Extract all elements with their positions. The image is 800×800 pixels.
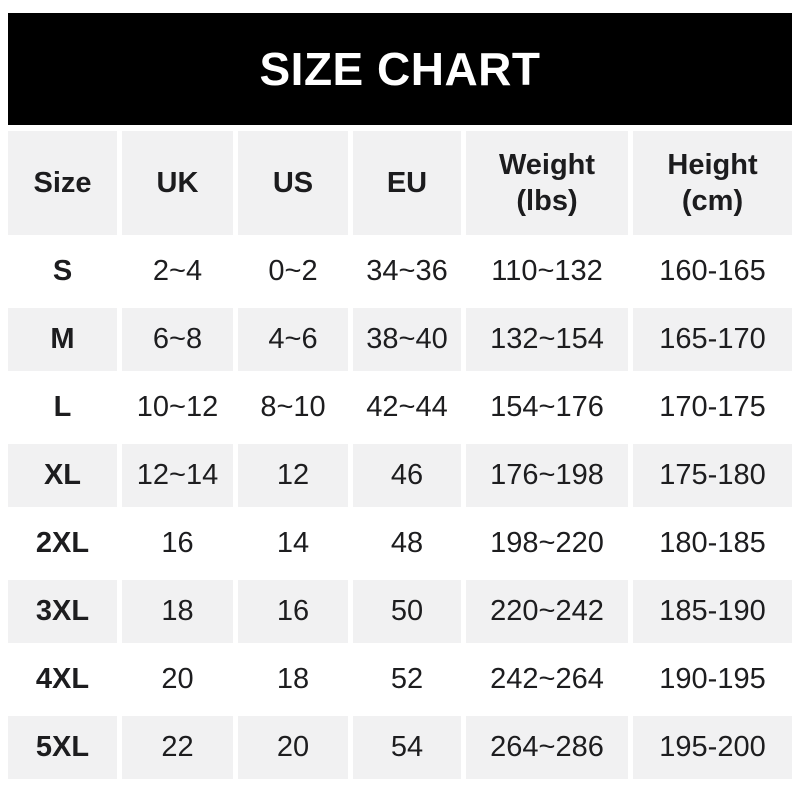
- column-header-label: Size: [33, 166, 92, 199]
- column-header-unit: (lbs): [516, 185, 578, 217]
- cell-weight: 154~176: [466, 376, 628, 439]
- column-header-weight: Weight (lbs): [466, 131, 628, 235]
- cell-uk: 22: [122, 716, 233, 779]
- column-header-us: US: [238, 131, 348, 235]
- cell-weight: 198~220: [466, 512, 628, 575]
- cell-height: 190-195: [633, 648, 792, 711]
- cell-size: XL: [8, 444, 117, 507]
- cell-eu: 52: [353, 648, 461, 711]
- cell-eu: 42~44: [353, 376, 461, 439]
- column-header-label: UK: [156, 166, 199, 199]
- column-header-label: Weight: [498, 148, 596, 181]
- column-header-size: Size: [8, 131, 117, 235]
- cell-eu: 50: [353, 580, 461, 643]
- column-header-label: Height: [667, 148, 758, 181]
- cell-weight: 242~264: [466, 648, 628, 711]
- cell-height: 185-190: [633, 580, 792, 643]
- cell-us: 18: [238, 648, 348, 711]
- cell-height: 175-180: [633, 444, 792, 507]
- cell-uk: 18: [122, 580, 233, 643]
- cell-eu: 54: [353, 716, 461, 779]
- cell-eu: 38~40: [353, 308, 461, 371]
- cell-uk: 10~12: [122, 376, 233, 439]
- cell-size: S: [8, 240, 117, 303]
- column-header-uk: UK: [122, 131, 233, 235]
- cell-size: 3XL: [8, 580, 117, 643]
- cell-size: 2XL: [8, 512, 117, 575]
- cell-uk: 16: [122, 512, 233, 575]
- cell-eu: 34~36: [353, 240, 461, 303]
- cell-size: M: [8, 308, 117, 371]
- cell-height: 180-185: [633, 512, 792, 575]
- cell-uk: 20: [122, 648, 233, 711]
- cell-height: 165-170: [633, 308, 792, 371]
- cell-size: L: [8, 376, 117, 439]
- cell-height: 160-165: [633, 240, 792, 303]
- cell-size: 4XL: [8, 648, 117, 711]
- column-header-unit: (cm): [681, 185, 744, 217]
- cell-us: 12: [238, 444, 348, 507]
- cell-us: 4~6: [238, 308, 348, 371]
- cell-uk: 2~4: [122, 240, 233, 303]
- page-title: SIZE CHART: [259, 43, 541, 95]
- cell-weight: 264~286: [466, 716, 628, 779]
- cell-height: 195-200: [633, 716, 792, 779]
- cell-us: 0~2: [238, 240, 348, 303]
- cell-us: 8~10: [238, 376, 348, 439]
- size-chart-banner: SIZE CHART: [8, 13, 792, 125]
- cell-weight: 110~132: [466, 240, 628, 303]
- size-chart-table: Size UK US EU Weight (lbs) Height (cm) S…: [8, 131, 792, 779]
- cell-us: 14: [238, 512, 348, 575]
- cell-uk: 6~8: [122, 308, 233, 371]
- cell-us: 16: [238, 580, 348, 643]
- cell-size: 5XL: [8, 716, 117, 779]
- cell-weight: 176~198: [466, 444, 628, 507]
- cell-us: 20: [238, 716, 348, 779]
- cell-weight: 220~242: [466, 580, 628, 643]
- cell-eu: 48: [353, 512, 461, 575]
- cell-weight: 132~154: [466, 308, 628, 371]
- column-header-label: EU: [386, 166, 428, 199]
- column-header-label: US: [272, 166, 314, 199]
- column-header-eu: EU: [353, 131, 461, 235]
- cell-height: 170-175: [633, 376, 792, 439]
- cell-uk: 12~14: [122, 444, 233, 507]
- cell-eu: 46: [353, 444, 461, 507]
- column-header-height: Height (cm): [633, 131, 792, 235]
